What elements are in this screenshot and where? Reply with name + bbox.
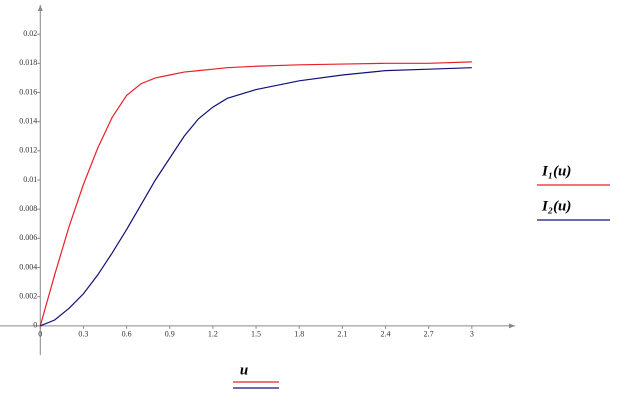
y-tick-label: 0.008	[19, 204, 37, 213]
x-tick-label: 0.9	[165, 330, 175, 339]
x-tick-label: 0.3	[78, 330, 88, 339]
y-tick-label: 0.006	[19, 233, 37, 242]
x-tick-label: 1.8	[294, 330, 304, 339]
x-arrow	[509, 323, 515, 329]
x-tick-label: 3	[470, 330, 474, 339]
x-tick-label: 0	[38, 330, 42, 339]
x-tick-label: 0.6	[122, 330, 132, 339]
x-tick-label: 2.4	[381, 330, 391, 339]
x-tick-label: 1.2	[208, 330, 218, 339]
y-tick-label: 0	[33, 321, 37, 330]
y-tick-label: 0.02	[23, 29, 37, 38]
x-tick-label: 1.5	[251, 330, 261, 339]
y-tick-label: 0.016	[19, 87, 37, 96]
x-tick-label: 2.1	[337, 330, 347, 339]
line-series	[40, 67, 472, 327]
y-tick-label: 0.01	[23, 175, 37, 184]
x-tick-label: 2.7	[424, 330, 434, 339]
legend-label: I₂(u)	[541, 198, 571, 214]
y-tick-label: 0.004	[19, 262, 37, 271]
y-tick-label: 0.002	[19, 291, 37, 300]
y-tick-label: 0.018	[19, 58, 37, 67]
x-axis-label: u	[240, 362, 248, 378]
legend-label: I₁(u)	[541, 163, 571, 179]
line-series	[39, 61, 472, 326]
y-tick-label: 0.014	[19, 116, 37, 125]
y-arrow	[37, 5, 43, 11]
y-tick-label: 0.012	[19, 146, 37, 155]
